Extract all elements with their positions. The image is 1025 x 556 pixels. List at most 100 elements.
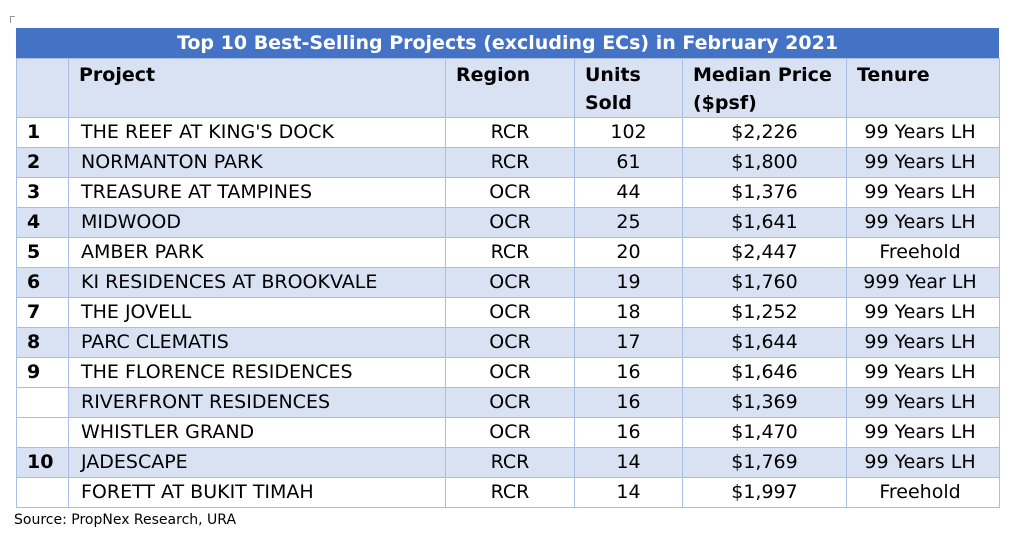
region-cell: OCR — [445, 177, 575, 208]
tenure-cell: 99 Years LH — [846, 387, 1000, 418]
rank-cell: 5 — [16, 237, 69, 268]
table-row: FORETT AT BUKIT TIMAH RCR 14 $1,997 Freehold — [16, 477, 1000, 508]
region-cell: RCR — [445, 477, 575, 508]
price-cell: $2,447 — [682, 237, 847, 268]
best-selling-projects-table: Top 10 Best-Selling Projects (excluding … — [16, 28, 1000, 508]
price-cell: $1,252 — [682, 297, 847, 328]
table-title: Top 10 Best-Selling Projects (excluding … — [16, 28, 999, 58]
region-cell: RCR — [445, 447, 575, 478]
units-cell: 102 — [574, 117, 683, 148]
units-cell: 14 — [574, 447, 683, 478]
price-cell: $1,800 — [682, 147, 847, 178]
rank-cell — [16, 387, 69, 418]
region-cell: OCR — [445, 387, 575, 418]
projects-table-grid: Project Region Units Sold Median Price (… — [16, 58, 1000, 508]
units-cell: 44 — [574, 177, 683, 208]
units-cell: 16 — [574, 387, 683, 418]
price-cell: $1,644 — [682, 327, 847, 358]
region-cell: OCR — [445, 297, 575, 328]
region-cell: RCR — [445, 237, 575, 268]
units-cell: 16 — [574, 357, 683, 388]
tenure-cell: 99 Years LH — [846, 117, 1000, 148]
table-row: 5 AMBER PARK RCR 20 $2,447 Freehold — [16, 237, 1000, 268]
region-cell: OCR — [445, 357, 575, 388]
rank-header — [16, 58, 69, 118]
table-row: 3 TREASURE AT TAMPINES OCR 44 $1,376 99 Years… — [16, 177, 1000, 208]
units-cell: 19 — [574, 267, 683, 298]
rank-cell — [16, 477, 69, 508]
table-row: 1 THE REEF AT KING'S DOCK RCR 102 $2,226 99 Y… — [16, 117, 1000, 148]
region-cell: OCR — [445, 267, 575, 298]
tenure-cell: Freehold — [846, 477, 1000, 508]
price-cell: $1,646 — [682, 357, 847, 388]
tenure-cell: 99 Years LH — [846, 357, 1000, 388]
rank-cell: 10 — [16, 447, 69, 478]
units-sold-header: Units Sold — [574, 58, 683, 118]
tenure-cell: 99 Years LH — [846, 297, 1000, 328]
project-cell: RIVERFRONT RESIDENCES — [68, 387, 446, 418]
units-cell: 17 — [574, 327, 683, 358]
price-cell: $1,470 — [682, 417, 847, 448]
units-cell: 16 — [574, 417, 683, 448]
project-cell: MIDWOOD — [68, 207, 446, 238]
tenure-cell: 99 Years LH — [846, 177, 1000, 208]
tenure-cell: 99 Years LH — [846, 447, 1000, 478]
rank-cell: 4 — [16, 207, 69, 238]
document-corner-mark — [10, 16, 15, 23]
table-row: 4 MIDWOOD OCR 25 $1,641 99 Years LH — [16, 207, 1000, 238]
table-row: 6 KI RESIDENCES AT BROOKVALE OCR 19 $1,760 99… — [16, 267, 1000, 298]
rank-cell: 9 — [16, 357, 69, 388]
project-cell: WHISTLER GRAND — [68, 417, 446, 448]
table-row: 10 JADESCAPE RCR 14 $1,769 99 Years LH — [16, 447, 1000, 478]
region-cell: RCR — [445, 147, 575, 178]
table-row: 2 NORMANTON PARK RCR 61 $1,800 99 Years LH — [16, 147, 1000, 178]
price-cell: $1,369 — [682, 387, 847, 418]
median-price-header: Median Price ($psf) — [682, 58, 847, 118]
price-cell: $1,641 — [682, 207, 847, 238]
project-cell: THE JOVELL — [68, 297, 446, 328]
table-row: 8 PARC CLEMATIS OCR 17 $1,644 99 Years LH — [16, 327, 1000, 358]
project-header: Project — [68, 58, 446, 118]
rank-cell: 3 — [16, 177, 69, 208]
units-cell: 18 — [574, 297, 683, 328]
region-cell: OCR — [445, 207, 575, 238]
units-header-line2: Sold — [585, 92, 632, 114]
region-header: Region — [445, 58, 575, 118]
region-cell: OCR — [445, 417, 575, 448]
price-cell: $1,376 — [682, 177, 847, 208]
units-cell: 20 — [574, 237, 683, 268]
project-cell: FORETT AT BUKIT TIMAH — [68, 477, 446, 508]
project-cell: JADESCAPE — [68, 447, 446, 478]
rank-cell — [16, 417, 69, 448]
project-cell: PARC CLEMATIS — [68, 327, 446, 358]
table-row: 7 THE JOVELL OCR 18 $1,252 99 Years LH — [16, 297, 1000, 328]
tenure-cell: 99 Years LH — [846, 207, 1000, 238]
rank-cell: 2 — [16, 147, 69, 178]
price-cell: $1,760 — [682, 267, 847, 298]
project-cell: TREASURE AT TAMPINES — [68, 177, 446, 208]
rank-cell: 7 — [16, 297, 69, 328]
header-row: Project Region Units Sold Median Price (… — [16, 58, 1000, 118]
units-cell: 25 — [574, 207, 683, 238]
tenure-cell: 999 Year LH — [846, 267, 1000, 298]
table-row: WHISTLER GRAND OCR 16 $1,470 99 Years LH — [16, 417, 1000, 448]
project-cell: AMBER PARK — [68, 237, 446, 268]
price-cell: $1,997 — [682, 477, 847, 508]
price-header-line2: ($psf) — [693, 92, 757, 114]
units-cell: 14 — [574, 477, 683, 508]
region-cell: RCR — [445, 117, 575, 148]
rank-cell: 8 — [16, 327, 69, 358]
rank-cell: 6 — [16, 267, 69, 298]
project-cell: KI RESIDENCES AT BROOKVALE — [68, 267, 446, 298]
tenure-cell: Freehold — [846, 237, 1000, 268]
units-header-line1: Units — [585, 64, 641, 86]
rank-cell: 1 — [16, 117, 69, 148]
tenure-cell: 99 Years LH — [846, 147, 1000, 178]
project-cell: THE REEF AT KING'S DOCK — [68, 117, 446, 148]
price-header-line1: Median Price — [693, 64, 832, 86]
price-cell: $1,769 — [682, 447, 847, 478]
tenure-cell: 99 Years LH — [846, 417, 1000, 448]
source-note: Source: PropNex Research, URA — [14, 512, 237, 528]
table-row: 9 THE FLORENCE RESIDENCES OCR 16 $1,646 99 Ye… — [16, 357, 1000, 388]
table-row: RIVERFRONT RESIDENCES OCR 16 $1,369 99 Years… — [16, 387, 1000, 418]
